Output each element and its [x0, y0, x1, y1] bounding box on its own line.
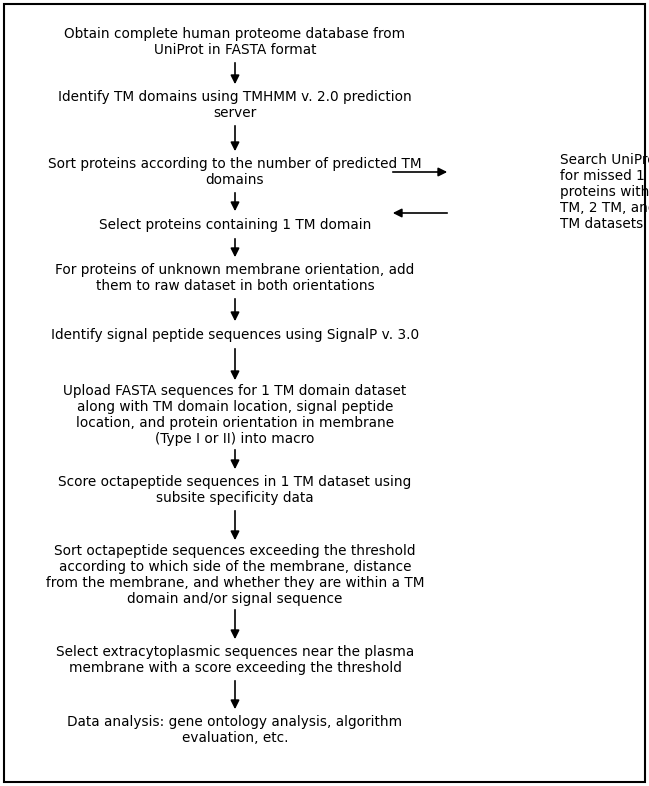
Text: Identify signal peptide sequences using SignalP v. 3.0: Identify signal peptide sequences using …	[51, 328, 419, 342]
Text: Sort proteins according to the number of predicted TM
domains: Sort proteins according to the number of…	[48, 157, 422, 187]
Text: Select extracytoplasmic sequences near the plasma
membrane with a score exceedin: Select extracytoplasmic sequences near t…	[56, 645, 414, 675]
Text: Upload FASTA sequences for 1 TM domain dataset
along with TM domain location, si: Upload FASTA sequences for 1 TM domain d…	[64, 384, 407, 446]
Text: For proteins of unknown membrane orientation, add
them to raw dataset in both or: For proteins of unknown membrane orienta…	[55, 263, 415, 293]
Text: Identify TM domains using TMHMM v. 2.0 prediction
server: Identify TM domains using TMHMM v. 2.0 p…	[58, 90, 412, 120]
Text: Select proteins containing 1 TM domain: Select proteins containing 1 TM domain	[99, 218, 371, 232]
Text: Obtain complete human proteome database from
UniProt in FASTA format: Obtain complete human proteome database …	[64, 27, 406, 57]
Text: Sort octapeptide sequences exceeding the threshold
according to which side of th: Sort octapeptide sequences exceeding the…	[45, 544, 424, 606]
Text: Score octapeptide sequences in 1 TM dataset using
subsite specificity data: Score octapeptide sequences in 1 TM data…	[58, 475, 411, 505]
Text: Data analysis: gene ontology analysis, algorithm
evaluation, etc.: Data analysis: gene ontology analysis, a…	[67, 715, 402, 745]
Text: Search UniProt
for missed 1 TM
proteins within 0
TM, 2 TM, and 3
TM datasets: Search UniProt for missed 1 TM proteins …	[560, 152, 649, 231]
